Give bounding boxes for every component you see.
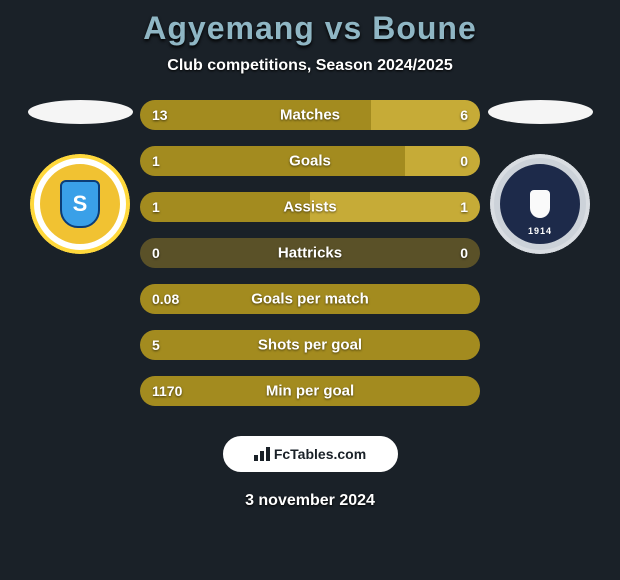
stats-area: S 136Matches10Goals11Assists00Hattricks0…: [0, 100, 620, 406]
stat-value-left: 0: [152, 245, 160, 261]
stat-row: 1 1 Assists: [140, 192, 480, 222]
stat-value-left: 1: [152, 199, 160, 215]
brand-badge[interactable]: FcTables.com: [223, 436, 398, 472]
left-player-photo-placeholder: [28, 100, 133, 124]
stat-bar-right: [405, 146, 480, 176]
stat-row: 5 Shots per goal: [140, 330, 480, 360]
stat-label: Assists: [283, 199, 336, 216]
brand-barchart-icon: [254, 447, 270, 461]
stat-value-left: 1170: [152, 383, 182, 399]
stat-row: 0 0 Hattricks: [140, 238, 480, 268]
left-club-badge: S: [30, 154, 130, 254]
brand-text: FcTables.com: [274, 446, 366, 462]
page-title: Agyemang vs Boune: [0, 10, 620, 47]
stat-value-right: 0: [460, 153, 468, 169]
root: Agyemang vs Boune Club competitions, Sea…: [0, 0, 620, 580]
stat-value-left: 0.08: [152, 291, 179, 307]
stat-label: Hattricks: [278, 245, 342, 262]
stat-value-left: 5: [152, 337, 160, 353]
stat-label: Goals per match: [251, 291, 369, 308]
right-club-trophy-icon: [530, 190, 550, 218]
stat-value-left: 13: [152, 107, 168, 123]
stats-bars: 13 6 Matches 1 0 Goals 1 1 Assists 0 0 Hattricks 0.0…: [140, 100, 480, 406]
right-player-photo-placeholder: [488, 100, 593, 124]
stat-bar-left: [140, 146, 405, 176]
page-subtitle: Club competitions, Season 2024/2025: [0, 57, 620, 75]
stat-row: 1 0 Goals: [140, 146, 480, 176]
stat-value-right: 0: [460, 245, 468, 261]
stat-label: Min per goal: [266, 383, 354, 400]
stat-row: 1170 Min per goal: [140, 376, 480, 406]
generation-date: 3 november 2024: [0, 492, 620, 510]
stat-row: 0.08 Goals per match: [140, 284, 480, 314]
stat-value-left: 1: [152, 153, 160, 169]
left-player-column: S: [20, 100, 140, 254]
right-club-year: 1914: [528, 226, 552, 236]
right-club-badge: 1914: [490, 154, 590, 254]
stat-row: 13 6 Matches: [140, 100, 480, 130]
left-club-shield-icon: S: [60, 180, 100, 228]
stat-label: Goals: [289, 153, 331, 170]
stat-value-right: 1: [460, 199, 468, 215]
stat-label: Shots per goal: [258, 337, 362, 354]
right-player-column: 1914: [480, 100, 600, 254]
stat-label: Matches: [280, 107, 340, 124]
stat-value-right: 6: [460, 107, 468, 123]
